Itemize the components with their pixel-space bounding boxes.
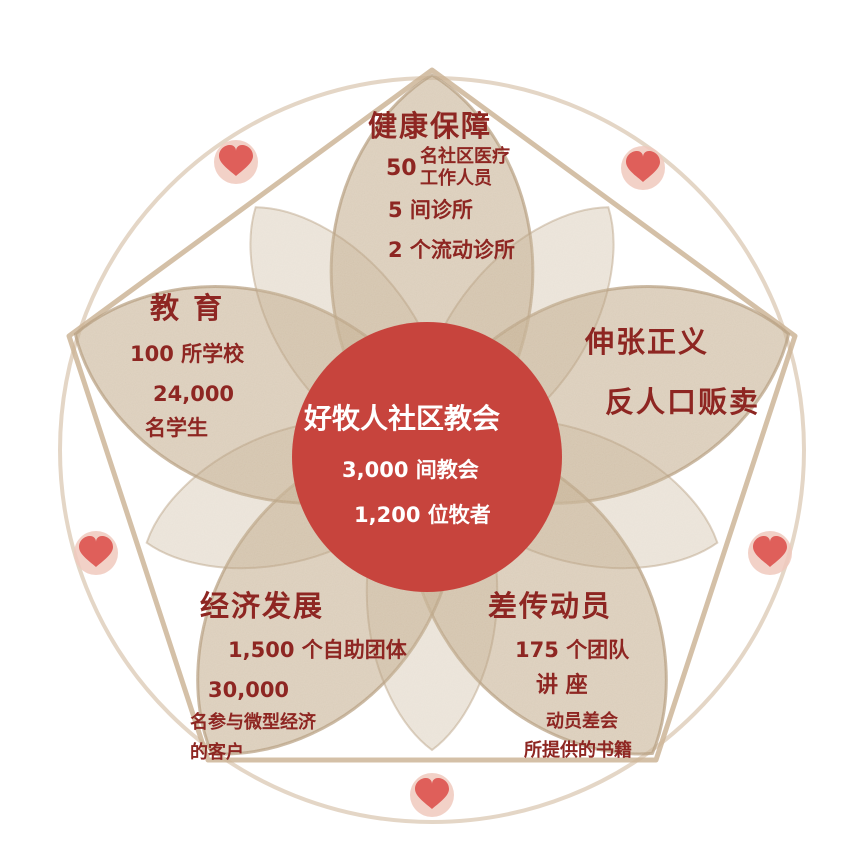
center-title: 好牧人社区教会 [304, 402, 501, 435]
mobilization-teams: 175 个团队 [515, 638, 630, 662]
outer-ring [66, 67, 798, 763]
mobilization-title: 差传动员 [488, 589, 613, 623]
education-schools: 100 所学校 [130, 342, 245, 366]
economy-title: 经济发展 [200, 589, 325, 623]
economy-clients-line1: 名参与微型经济 [190, 712, 316, 733]
education-students: 名学生 [145, 416, 208, 440]
justice-title: 伸张正义 [585, 325, 710, 359]
economy-groups: 1,500 个自助团体 [228, 638, 407, 662]
health-mobile: 2 个流动诊所 [388, 238, 515, 262]
center-circle [292, 322, 562, 592]
economy-clients-line2: 的客户 [190, 742, 244, 763]
education-title: 教 育 [150, 291, 225, 325]
mobilization-books-line2: 所提供的书籍 [524, 740, 632, 761]
mobilization-books-line1: 动员差会 [546, 711, 618, 732]
heart-icon [748, 531, 792, 575]
heart-icon [214, 140, 258, 184]
health-staff-line2: 工作人员 [420, 167, 492, 189]
health-clinics: 5 间诊所 [388, 198, 473, 222]
center-pastors: 1,200 位牧者 [354, 503, 491, 527]
heart-icon [410, 773, 454, 817]
heart-icon [621, 146, 665, 190]
mobilization-seminars: 讲 座 [536, 673, 588, 698]
heart-icon [74, 531, 118, 575]
center-churches: 3,000 间教会 [342, 458, 479, 482]
economy-clients-num: 30,000 [208, 678, 290, 702]
justice-subtitle: 反人口贩卖 [605, 385, 761, 419]
health-title: 健康保障 [368, 109, 493, 143]
education-students-num: 24,000 [153, 382, 235, 406]
hearts [74, 140, 792, 817]
health-num: 50 [386, 156, 417, 181]
health-staff: 名社区医疗 工作人员 [420, 146, 510, 189]
health-staff-line1: 名社区医疗 [420, 146, 510, 167]
